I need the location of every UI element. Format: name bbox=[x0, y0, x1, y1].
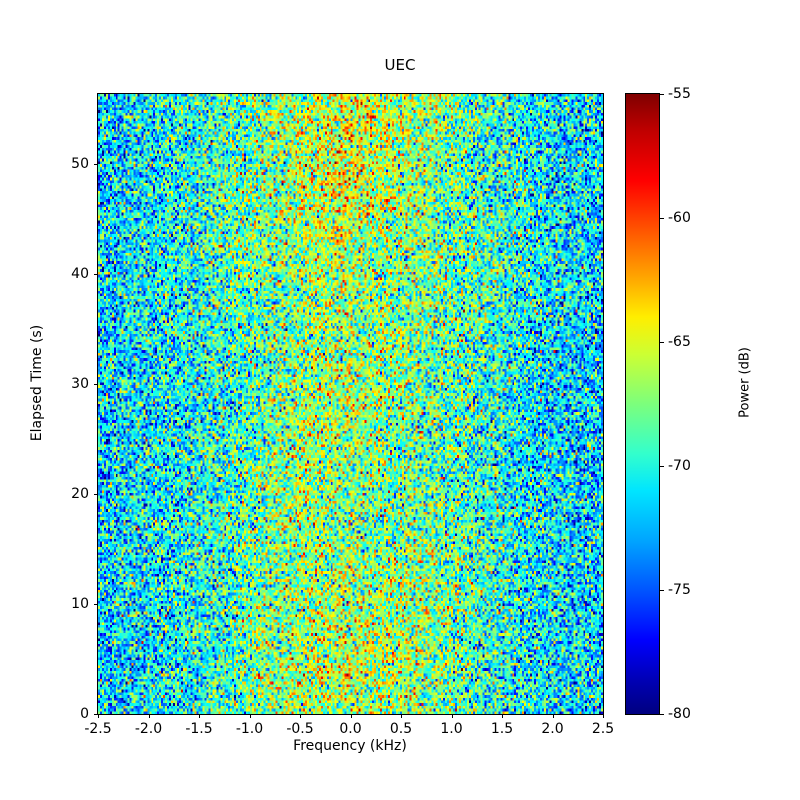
colorbar-tick-label: -70 bbox=[668, 458, 691, 474]
colorbar-tick-label: -55 bbox=[668, 86, 691, 102]
x-tick-mark bbox=[401, 714, 402, 718]
x-tick-mark bbox=[603, 714, 604, 718]
y-tick-mark bbox=[94, 164, 98, 166]
colorbar-tick-mark bbox=[660, 466, 664, 467]
x-tick-label: -0.5 bbox=[286, 721, 314, 737]
y-tick-label: 0 bbox=[80, 706, 89, 722]
page-title: UEC bbox=[384, 56, 416, 74]
y-axis-label: Elapsed Time (s) bbox=[29, 324, 45, 442]
x-tick-label: 0.0 bbox=[339, 721, 362, 737]
x-axis-label: Frequency (kHz) bbox=[293, 738, 407, 754]
x-tick-label: 1.5 bbox=[490, 721, 514, 737]
y-tick-mark bbox=[94, 274, 98, 276]
x-tick-mark bbox=[148, 714, 150, 718]
y-tick-label: 20 bbox=[71, 486, 89, 503]
x-tick-mark bbox=[502, 714, 503, 718]
y-tick-mark bbox=[94, 714, 98, 715]
x-tick-mark bbox=[98, 714, 99, 718]
x-tick-mark bbox=[451, 714, 453, 718]
x-tick-label: 0.5 bbox=[389, 721, 413, 737]
x-tick-mark bbox=[350, 714, 352, 718]
colorbar-tick-mark bbox=[660, 590, 664, 591]
colorbar bbox=[625, 93, 660, 715]
y-tick-label: 30 bbox=[71, 376, 89, 393]
colorbar-tick-mark bbox=[660, 342, 664, 343]
y-tick-label: 40 bbox=[71, 266, 89, 283]
colorbar-tick-mark bbox=[660, 714, 664, 715]
spectrogram-image bbox=[98, 94, 603, 714]
colorbar-label: Power (dB) bbox=[737, 347, 753, 418]
x-tick-label: 2.5 bbox=[591, 721, 615, 737]
spectrogram-plot-area bbox=[97, 93, 604, 715]
y-tick-mark bbox=[94, 494, 98, 496]
colorbar-tick-mark bbox=[660, 218, 664, 219]
y-tick-mark bbox=[94, 384, 98, 386]
x-tick-label: 1.0 bbox=[440, 721, 463, 737]
x-tick-label: -1.0 bbox=[235, 721, 264, 737]
x-tick-mark bbox=[552, 714, 554, 718]
x-tick-mark bbox=[300, 714, 301, 718]
y-tick-mark bbox=[94, 604, 98, 606]
colorbar-tick-label: -60 bbox=[668, 210, 691, 226]
colorbar-gradient bbox=[626, 94, 659, 714]
colorbar-tick-label: -75 bbox=[668, 582, 691, 598]
x-tick-label: -2.0 bbox=[134, 721, 163, 737]
colorbar-tick-mark bbox=[660, 94, 664, 95]
colorbar-tick-label: -80 bbox=[668, 706, 691, 722]
x-tick-mark bbox=[199, 714, 200, 718]
y-tick-label: 50 bbox=[71, 156, 89, 173]
x-tick-label: -2.5 bbox=[84, 721, 112, 737]
y-tick-label: 10 bbox=[71, 596, 89, 613]
x-tick-label: -1.5 bbox=[185, 721, 213, 737]
x-tick-mark bbox=[249, 714, 251, 718]
colorbar-tick-label: -65 bbox=[668, 334, 691, 350]
x-tick-label: 2.0 bbox=[541, 721, 564, 737]
